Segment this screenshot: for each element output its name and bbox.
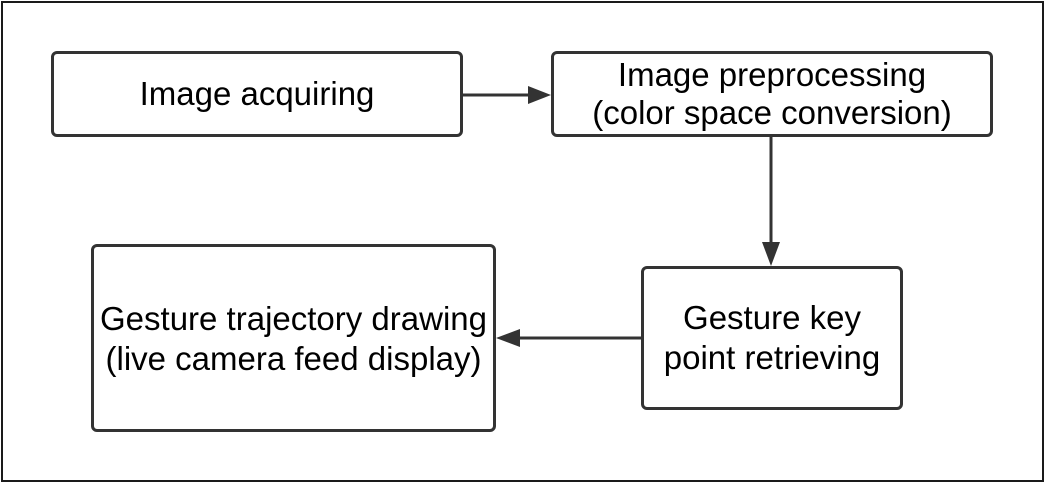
node-gesture-trajectory-drawing: Gesture trajectory drawing (live camera … bbox=[91, 244, 496, 432]
node-image-acquiring: Image acquiring bbox=[51, 51, 463, 137]
node-gesture-key-point-retrieving: Gesture key point retrieving bbox=[641, 266, 903, 410]
node-label-line: (color space conversion) bbox=[592, 94, 952, 131]
node-label-line: Image preprocessing bbox=[617, 56, 927, 93]
node-label-line: point retrieving bbox=[663, 339, 881, 376]
node-image-preprocessing: Image preprocessing (color space convers… bbox=[551, 51, 993, 137]
node-label-line: Gesture trajectory drawing bbox=[100, 300, 487, 337]
node-label-line: Gesture key bbox=[683, 299, 861, 336]
node-label-line: Image acquiring bbox=[139, 75, 375, 112]
node-label-line: (live camera feed display) bbox=[105, 340, 482, 377]
